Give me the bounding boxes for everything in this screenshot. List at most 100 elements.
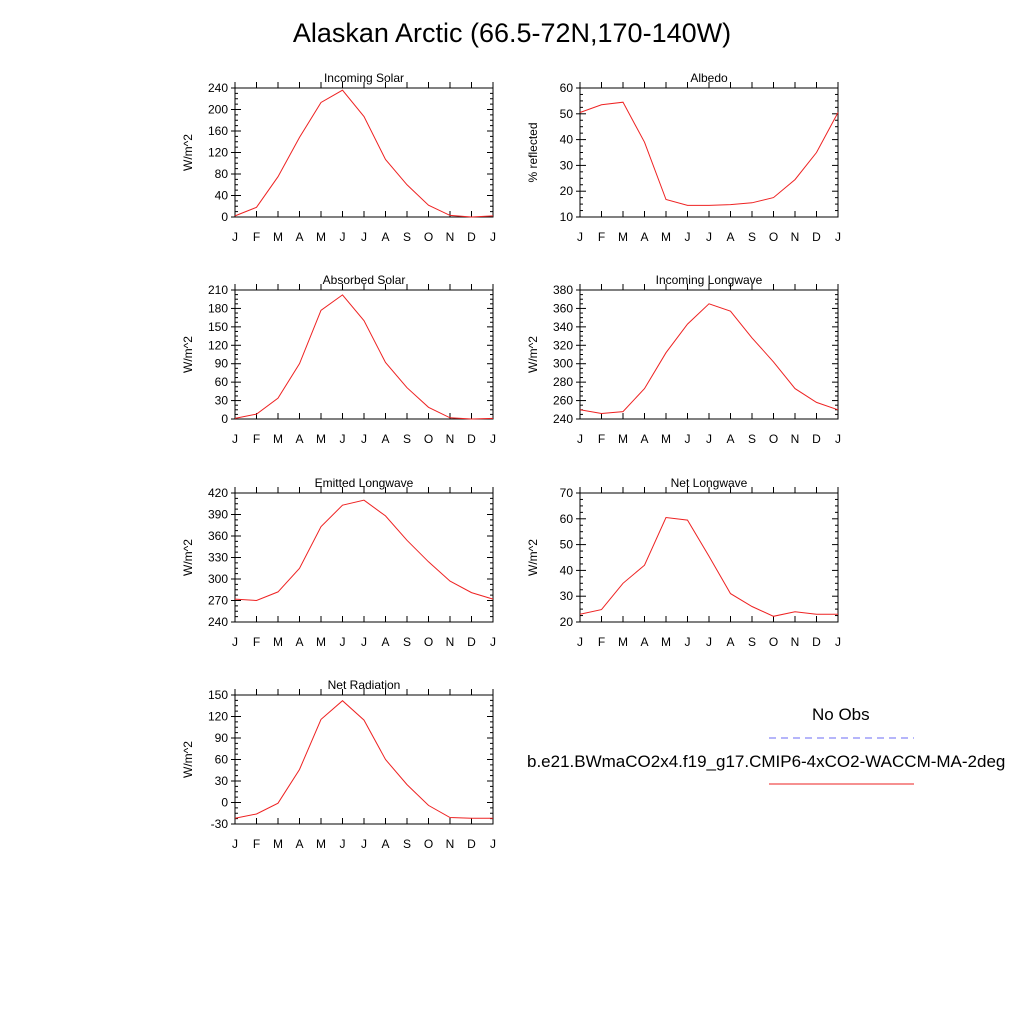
x-tick-label: A	[381, 230, 389, 244]
x-tick-label: J	[490, 230, 496, 244]
series-line-model	[579, 303, 839, 415]
x-tick-label: A	[295, 635, 303, 649]
series-line-model	[234, 499, 494, 602]
x-tick-label: D	[812, 432, 821, 446]
plot-frame	[234, 289, 494, 420]
series-line-model	[579, 101, 839, 206]
x-tick-label: M	[618, 432, 628, 446]
series-line-model	[234, 294, 494, 420]
x-tick-label: N	[446, 837, 455, 851]
y-tick-label: 360	[208, 529, 228, 543]
y-tick-label: 60	[560, 512, 574, 526]
y-tick-label: 360	[553, 301, 573, 315]
x-tick-label: M	[661, 230, 671, 244]
y-tick-label: 0	[221, 412, 228, 426]
x-tick-label: M	[316, 432, 326, 446]
chart-panel-4: Incoming Longwave W/m^2 240 260 280 300 320 340…	[526, 273, 841, 446]
x-tick-label: J	[706, 230, 712, 244]
y-tick-label: 30	[215, 394, 229, 408]
chart-title: Net Longwave	[671, 476, 748, 490]
y-tick-label: 120	[208, 338, 228, 352]
y-tick-label: 60	[560, 81, 574, 95]
x-tick-label: F	[598, 635, 605, 649]
y-tick-label: 90	[215, 731, 229, 745]
y-tick-label: 280	[553, 375, 573, 389]
x-tick-label: O	[424, 230, 433, 244]
y-tick-label: 240	[208, 81, 228, 95]
plot-frame	[234, 87, 494, 218]
y-axis-label: W/m^2	[181, 741, 195, 778]
y-tick-label: 330	[208, 551, 228, 565]
x-tick-label: J	[340, 432, 346, 446]
x-tick-label: N	[791, 635, 800, 649]
y-tick-label: 150	[208, 688, 228, 702]
y-tick-label: 240	[553, 412, 573, 426]
y-axis-label: W/m^2	[526, 539, 540, 576]
chart-title: Incoming Solar	[324, 71, 404, 85]
y-tick-label: 300	[553, 357, 573, 371]
y-tick-label: 420	[208, 486, 228, 500]
y-tick-label: 180	[208, 301, 228, 315]
x-tick-label: F	[253, 837, 260, 851]
x-tick-label: J	[577, 635, 583, 649]
legend-label-model: b.e21.BWmaCO2x4.f19_g17.CMIP6-4xCO2-WACC…	[527, 752, 1006, 771]
x-tick-label: J	[232, 230, 238, 244]
x-tick-label: J	[706, 635, 712, 649]
y-tick-label: 210	[208, 283, 228, 297]
x-tick-label: O	[424, 837, 433, 851]
y-tick-label: 40	[215, 189, 229, 203]
x-tick-label: J	[835, 432, 841, 446]
x-tick-label: F	[253, 635, 260, 649]
x-tick-label: M	[618, 635, 628, 649]
chart-title: Emitted Longwave	[315, 476, 414, 490]
x-tick-label: S	[403, 635, 411, 649]
x-tick-label: D	[467, 230, 476, 244]
x-tick-label: S	[748, 230, 756, 244]
x-tick-label: A	[381, 432, 389, 446]
x-tick-label: F	[598, 432, 605, 446]
x-tick-label: A	[381, 837, 389, 851]
x-tick-label: N	[791, 432, 800, 446]
x-tick-label: N	[446, 432, 455, 446]
x-tick-label: D	[812, 230, 821, 244]
y-tick-label: 120	[208, 710, 228, 724]
y-axis-label: % reflected	[526, 122, 540, 182]
x-tick-label: D	[467, 837, 476, 851]
x-tick-label: M	[661, 635, 671, 649]
x-tick-label: J	[361, 230, 367, 244]
x-tick-label: J	[340, 230, 346, 244]
y-tick-label: 300	[208, 572, 228, 586]
x-tick-label: S	[748, 432, 756, 446]
x-tick-label: A	[381, 635, 389, 649]
plot-frame	[579, 87, 839, 218]
x-tick-label: A	[295, 837, 303, 851]
x-tick-label: J	[835, 635, 841, 649]
x-tick-label: J	[706, 432, 712, 446]
x-tick-label: J	[577, 432, 583, 446]
x-tick-label: A	[640, 432, 648, 446]
x-tick-label: A	[295, 230, 303, 244]
y-tick-label: 40	[560, 133, 574, 147]
y-tick-label: -30	[211, 817, 229, 831]
x-tick-label: J	[685, 230, 691, 244]
x-tick-label: J	[361, 837, 367, 851]
x-tick-label: D	[467, 432, 476, 446]
series-line-model	[579, 516, 838, 617]
y-axis-label: W/m^2	[181, 134, 195, 171]
legend-label-obs: No Obs	[812, 705, 870, 724]
series-line-model	[234, 700, 493, 819]
y-tick-label: 120	[208, 146, 228, 160]
x-tick-label: S	[403, 837, 411, 851]
x-tick-label: F	[253, 432, 260, 446]
x-tick-label: M	[273, 837, 283, 851]
y-tick-label: 40	[560, 563, 574, 577]
x-tick-label: J	[340, 837, 346, 851]
x-tick-label: M	[316, 837, 326, 851]
chart-title: Absorbed Solar	[323, 273, 406, 287]
plot-frame	[234, 492, 494, 623]
y-tick-label: 320	[553, 338, 573, 352]
x-tick-label: S	[748, 635, 756, 649]
